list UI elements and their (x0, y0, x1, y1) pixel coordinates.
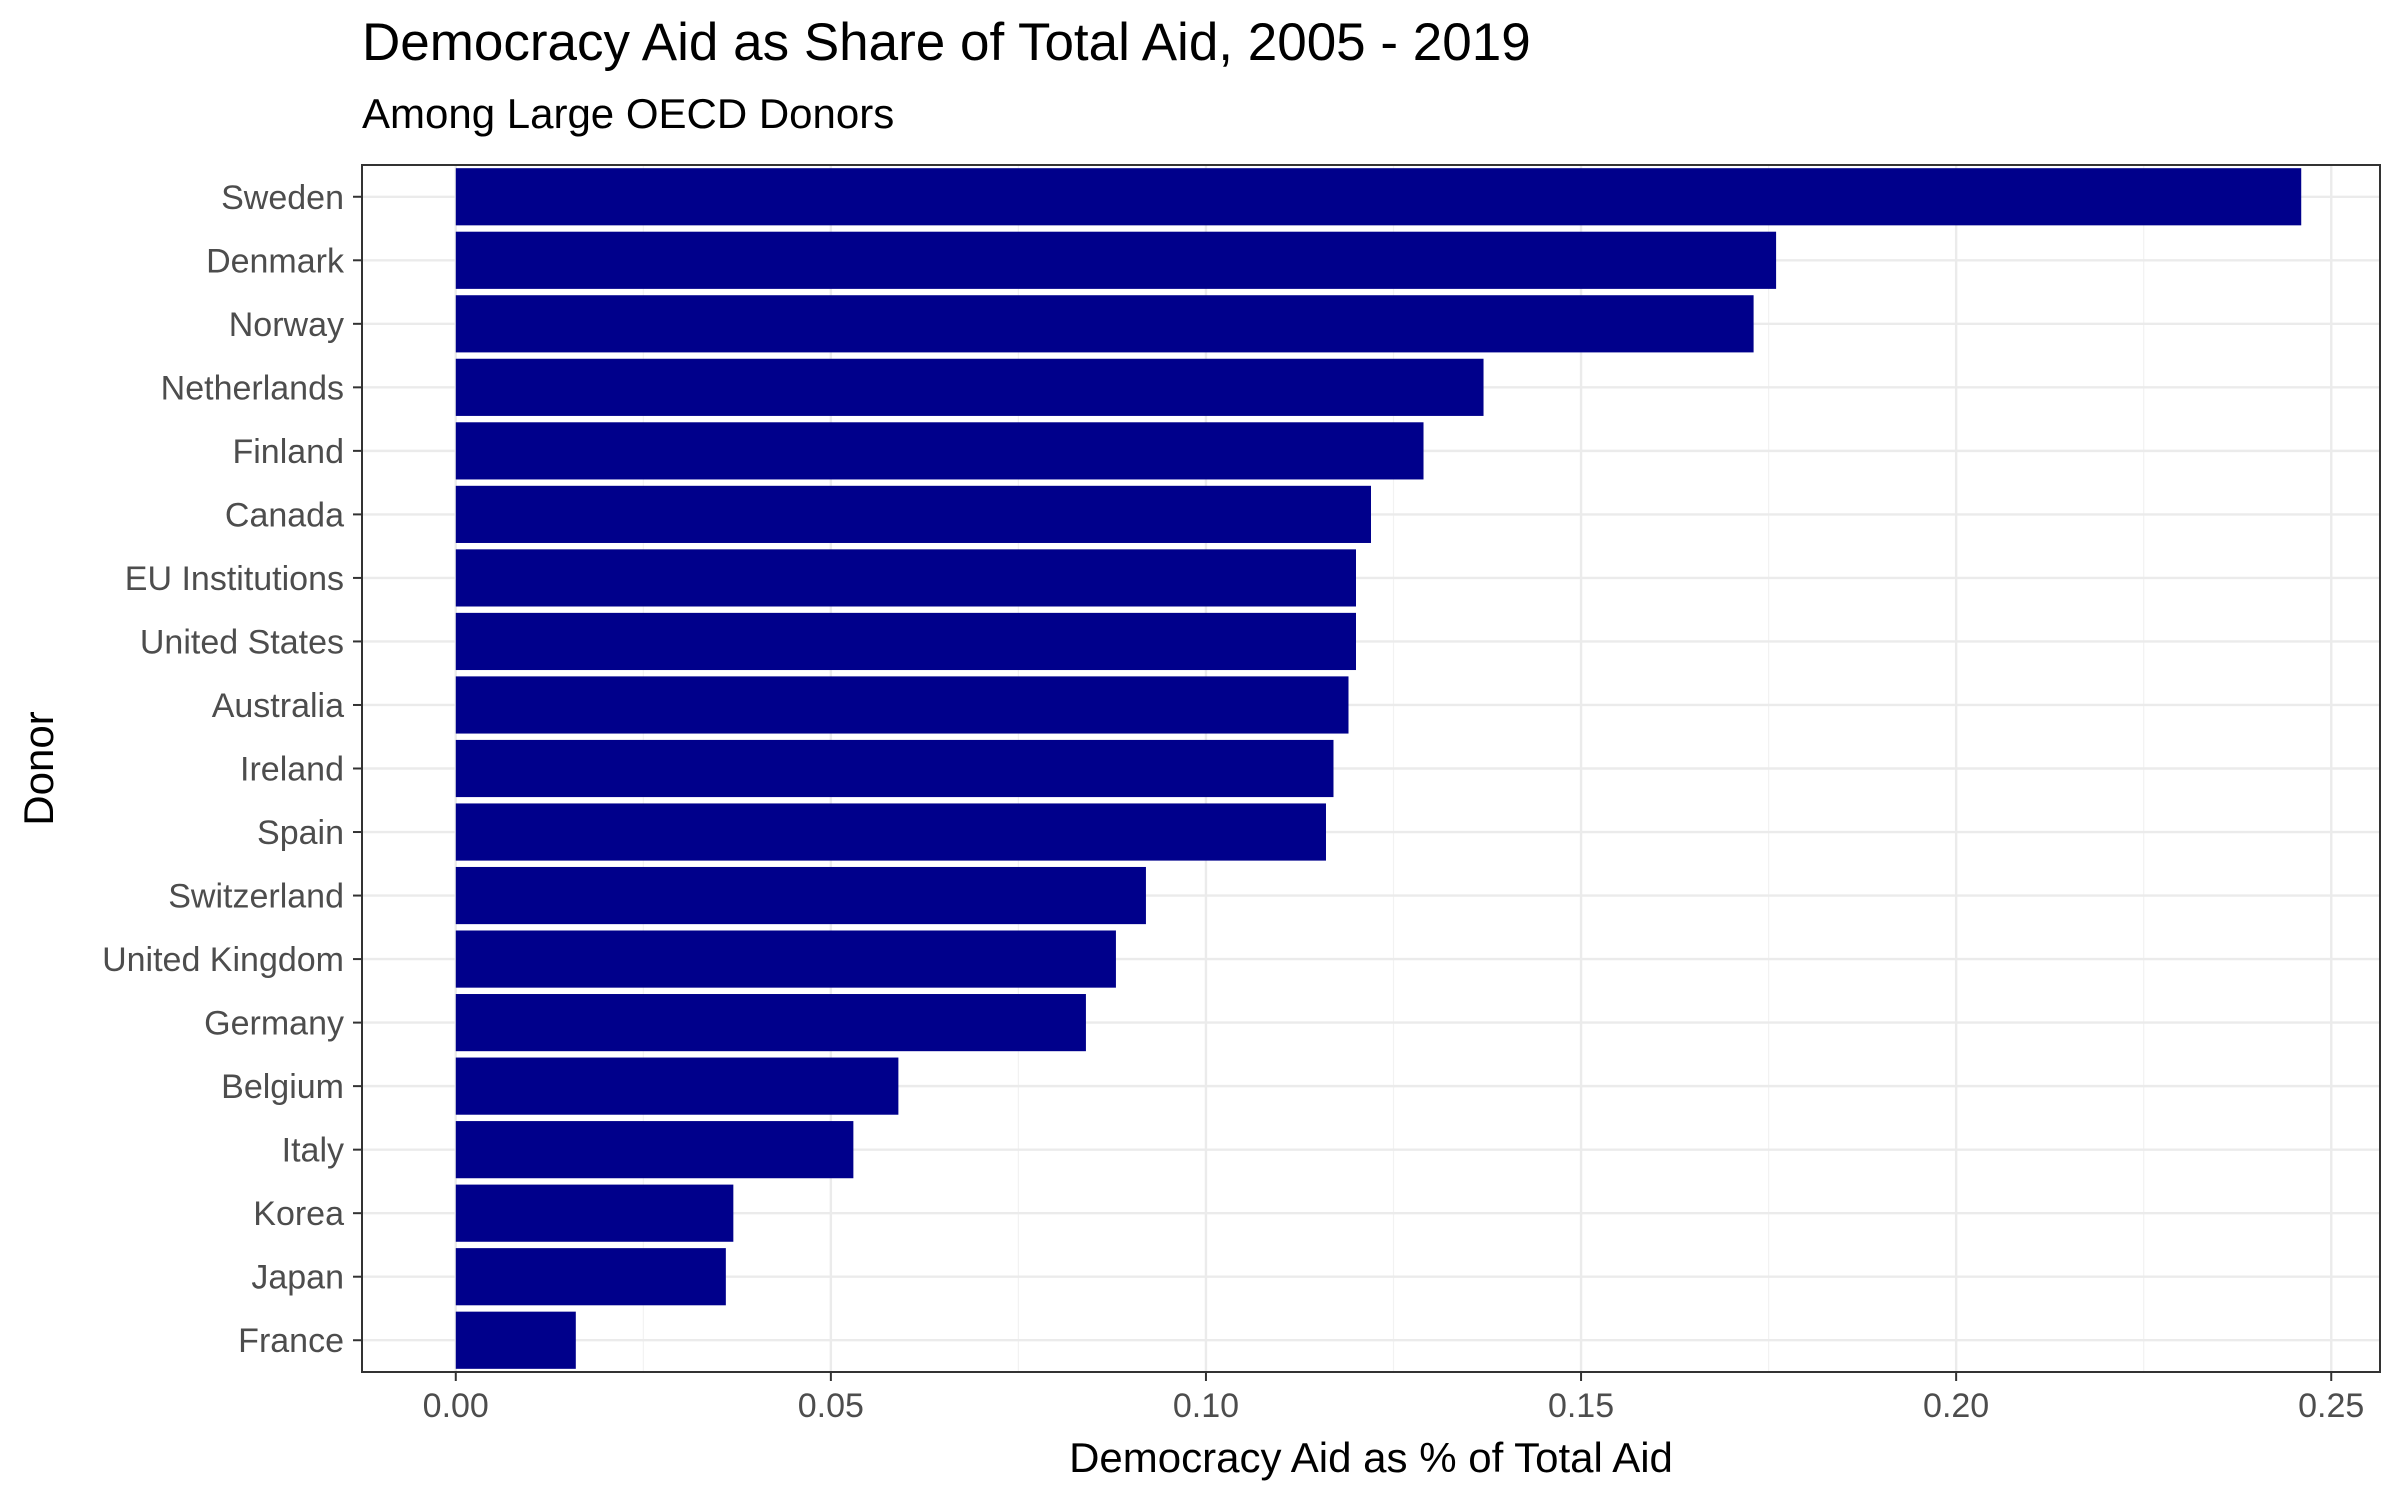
bar-spain (455, 803, 1326, 861)
y-tick-label: United States (140, 623, 344, 661)
bar-korea (455, 1184, 734, 1242)
y-tick-label: EU Institutions (125, 560, 344, 598)
y-tick-label: Netherlands (161, 369, 344, 407)
y-tick-label: France (238, 1322, 344, 1360)
bar-italy (455, 1121, 854, 1179)
bar-united-kingdom (455, 930, 1116, 988)
y-axis-title: Donor (15, 711, 62, 825)
bar-sweden (455, 168, 2302, 226)
y-tick-label: Sweden (221, 179, 344, 217)
y-tick-label: Ireland (240, 751, 344, 789)
y-tick-label: Switzerland (168, 878, 344, 916)
x-tick-label: 0.15 (1548, 1387, 1614, 1425)
y-tick-label: Japan (251, 1259, 344, 1297)
bar-switzerland (455, 866, 1146, 925)
y-tick-label: Italy (282, 1132, 344, 1170)
bars (455, 168, 2302, 1369)
y-tick-label: Canada (225, 496, 344, 534)
bar-finland (455, 422, 1424, 480)
y-tick-label: Korea (253, 1195, 344, 1233)
y-tick-label: Belgium (221, 1068, 344, 1106)
bar-united-states (455, 612, 1356, 671)
bar-canada (455, 485, 1372, 543)
x-tick-label: 0.20 (1923, 1387, 1989, 1425)
bar-norway (455, 295, 1754, 353)
bar-eu-institutions (455, 549, 1356, 607)
bar-belgium (455, 1057, 899, 1115)
bar-japan (455, 1248, 726, 1306)
y-tick-label: Germany (204, 1005, 344, 1043)
y-tick-label: Australia (212, 687, 344, 725)
chart-title: Democracy Aid as Share of Total Aid, 200… (362, 13, 1531, 72)
bar-denmark (455, 231, 1777, 289)
x-tick-label: 0.00 (423, 1387, 489, 1425)
bar-france (455, 1311, 576, 1369)
bar-ireland (455, 739, 1334, 798)
x-tick-label: 0.10 (1173, 1387, 1239, 1425)
bar-germany (455, 994, 1086, 1052)
y-tick-label: United Kingdom (102, 941, 344, 979)
x-tick-label: 0.05 (798, 1387, 864, 1425)
axes: Sweden Denmark Norway Netherlands Finland Can… (102, 179, 2364, 1425)
bar-netherlands (455, 358, 1484, 416)
x-tick-label: 0.25 (2298, 1387, 2364, 1425)
y-tick-label: Finland (232, 433, 344, 471)
chart-subtitle: Among Large OECD Donors (362, 90, 895, 137)
y-tick-label: Norway (229, 306, 344, 344)
x-axis-title: Democracy Aid as % of Total Aid (1069, 1434, 1673, 1481)
y-tick-label: Spain (257, 814, 344, 852)
bar-australia (455, 676, 1349, 734)
y-tick-label: Denmark (206, 242, 345, 280)
